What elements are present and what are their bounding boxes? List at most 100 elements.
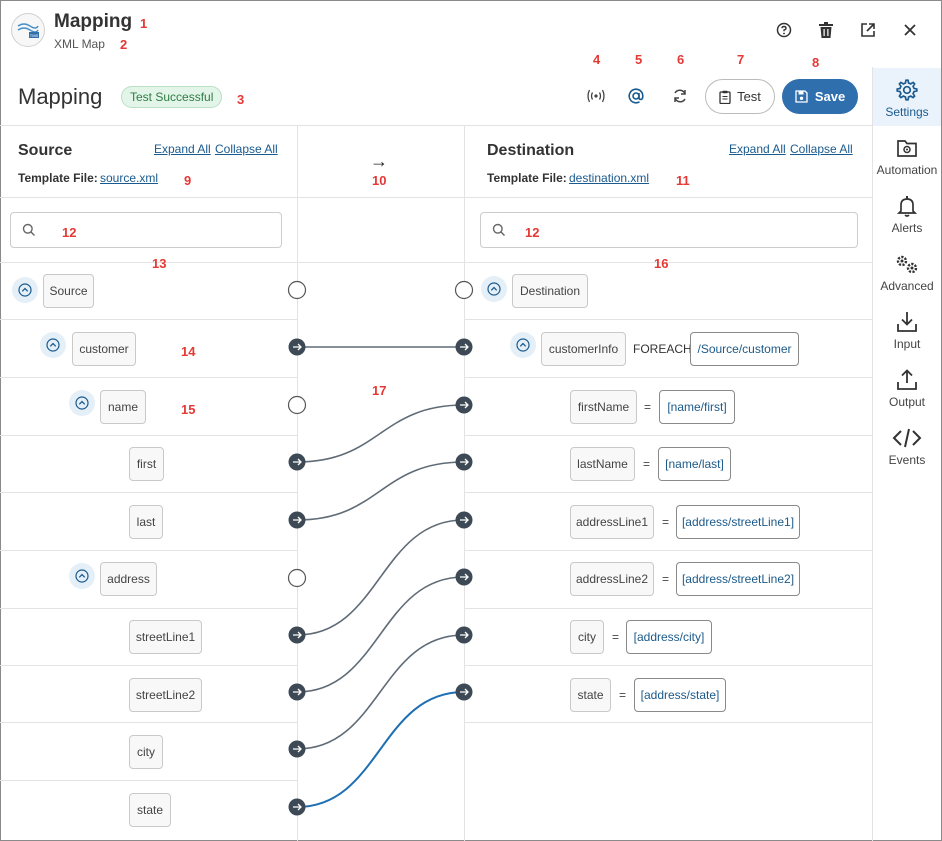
- destination-node-addressLine2[interactable]: addressLine2: [570, 562, 654, 596]
- source-node-first[interactable]: first: [129, 447, 164, 481]
- port-connected: [455, 511, 473, 529]
- sidebar-item-automation[interactable]: Automation: [873, 126, 941, 184]
- source-collapse-all-link[interactable]: Collapse All: [215, 142, 278, 156]
- source-node-state[interactable]: state: [129, 793, 171, 827]
- row-divider: [465, 377, 872, 378]
- source-title: Source: [18, 142, 73, 159]
- sidebar-item-label: Automation: [876, 163, 938, 177]
- destination-node-firstName[interactable]: firstName: [570, 390, 637, 424]
- annotation-number: 10: [372, 173, 387, 188]
- source-customer-collapse-toggle[interactable]: [40, 332, 66, 358]
- destination-node-root[interactable]: Destination: [512, 274, 588, 308]
- source-root-collapse-toggle[interactable]: [12, 277, 38, 303]
- annotation-number: 13: [152, 256, 167, 271]
- broadcast-button[interactable]: [582, 82, 610, 110]
- annotation-number: 2: [120, 37, 128, 52]
- source-node-last[interactable]: last: [129, 505, 163, 539]
- annotation-number: 9: [184, 173, 192, 188]
- row-divider: [0, 377, 297, 378]
- gear-icon: [896, 79, 918, 101]
- source-search-input[interactable]: [45, 218, 273, 242]
- port-connected: [455, 338, 473, 356]
- sidebar-item-advanced[interactable]: Advanced: [873, 242, 941, 300]
- destination-node-state[interactable]: state: [570, 678, 611, 712]
- destination-node-addressLine1[interactable]: addressLine1: [570, 505, 654, 539]
- annotation-number: 5: [635, 52, 643, 67]
- destination-template-file-link[interactable]: destination.xml: [569, 171, 650, 185]
- source-node-streetLine1[interactable]: streetLine1: [129, 620, 202, 654]
- destination-node-customerInfo[interactable]: customerInfo: [541, 332, 626, 366]
- source-expand-all-link[interactable]: Expand All: [154, 142, 211, 156]
- save-button[interactable]: Save: [782, 79, 858, 114]
- delete-button[interactable]: [812, 16, 840, 44]
- port-connected: [455, 396, 473, 414]
- at-button[interactable]: [622, 82, 650, 110]
- chevron-up-circle-icon: [18, 283, 32, 297]
- row-divider: [465, 665, 872, 666]
- test-button[interactable]: Test: [705, 79, 775, 114]
- row-divider: [465, 492, 872, 493]
- source-node-address[interactable]: address: [100, 562, 157, 596]
- download-icon: [897, 312, 917, 332]
- row-divider: [0, 780, 297, 781]
- destination-search-input[interactable]: [515, 218, 849, 242]
- sidebar-item-settings[interactable]: Settings: [873, 68, 941, 126]
- connection-line: [296, 519, 465, 636]
- source-address-collapse-toggle[interactable]: [69, 563, 95, 589]
- clipboard-icon: [719, 90, 731, 104]
- annotation-number: 4: [593, 52, 601, 67]
- toolbar-bottom-divider: [0, 125, 872, 126]
- source-name-collapse-toggle[interactable]: [69, 390, 95, 416]
- source-node-name[interactable]: name: [100, 390, 146, 424]
- row-divider: [0, 319, 297, 320]
- sidebar-item-output[interactable]: Output: [873, 358, 941, 416]
- source-node-city[interactable]: city: [129, 735, 163, 769]
- port-connected: [455, 453, 473, 471]
- annotation-number: 11: [676, 173, 690, 188]
- lastName-expression[interactable]: [name/last]: [658, 447, 731, 481]
- foreach-path-expression[interactable]: /Source/customer: [690, 332, 799, 366]
- destination-collapse-all-link[interactable]: Collapse All: [790, 142, 853, 156]
- source-node-customer[interactable]: customer: [72, 332, 136, 366]
- destination-customerInfo-collapse-toggle[interactable]: [510, 332, 536, 358]
- row-divider: [465, 550, 872, 551]
- page-title: Mapping: [18, 84, 103, 109]
- sidebar-item-label: Output: [888, 395, 926, 409]
- destination-root-collapse-toggle[interactable]: [481, 276, 507, 302]
- firstName-expression[interactable]: [name/first]: [659, 390, 735, 424]
- app-title: Mapping: [54, 11, 133, 32]
- refresh-button[interactable]: [666, 82, 694, 110]
- test-button-label: Test: [737, 89, 761, 104]
- app-logo: TMS: [11, 13, 45, 47]
- state-expression[interactable]: [address/state]: [634, 678, 726, 712]
- port-connected: [288, 511, 306, 529]
- annotation-number: 17: [372, 383, 387, 398]
- source-panel-divider: [297, 126, 298, 841]
- destination-search-box: [480, 212, 858, 248]
- gears-icon: [896, 255, 918, 274]
- source-node-root[interactable]: Source: [43, 274, 94, 308]
- source-node-streetLine2[interactable]: streetLine2: [129, 678, 202, 712]
- source-template-label: Template File:: [18, 171, 98, 185]
- close-button[interactable]: [896, 16, 924, 44]
- chevron-up-circle-icon: [516, 338, 530, 352]
- save-button-label: Save: [814, 89, 846, 104]
- svg-text:TMS: TMS: [30, 33, 39, 38]
- panel-header-divider: [0, 197, 872, 198]
- sidebar-item-alerts[interactable]: Alerts: [873, 184, 941, 242]
- close-icon: [904, 24, 916, 36]
- addressLine1-expression[interactable]: [address/streetLine1]: [676, 505, 800, 539]
- addressLine2-expression[interactable]: [address/streetLine2]: [676, 562, 800, 596]
- destination-port-root: [454, 280, 474, 300]
- destination-expand-all-link[interactable]: Expand All: [729, 142, 786, 156]
- destination-node-lastName[interactable]: lastName: [570, 447, 635, 481]
- city-expression[interactable]: [address/city]: [626, 620, 712, 654]
- help-button[interactable]: [770, 16, 798, 44]
- sidebar-item-events[interactable]: Events: [873, 416, 941, 474]
- sidebar-item-input[interactable]: Input: [873, 300, 941, 358]
- open-external-button[interactable]: [854, 16, 882, 44]
- annotation-number: 1: [140, 16, 148, 31]
- destination-node-city[interactable]: city: [570, 620, 604, 654]
- source-template-file-link[interactable]: source.xml: [100, 171, 159, 185]
- row-divider: [465, 319, 872, 320]
